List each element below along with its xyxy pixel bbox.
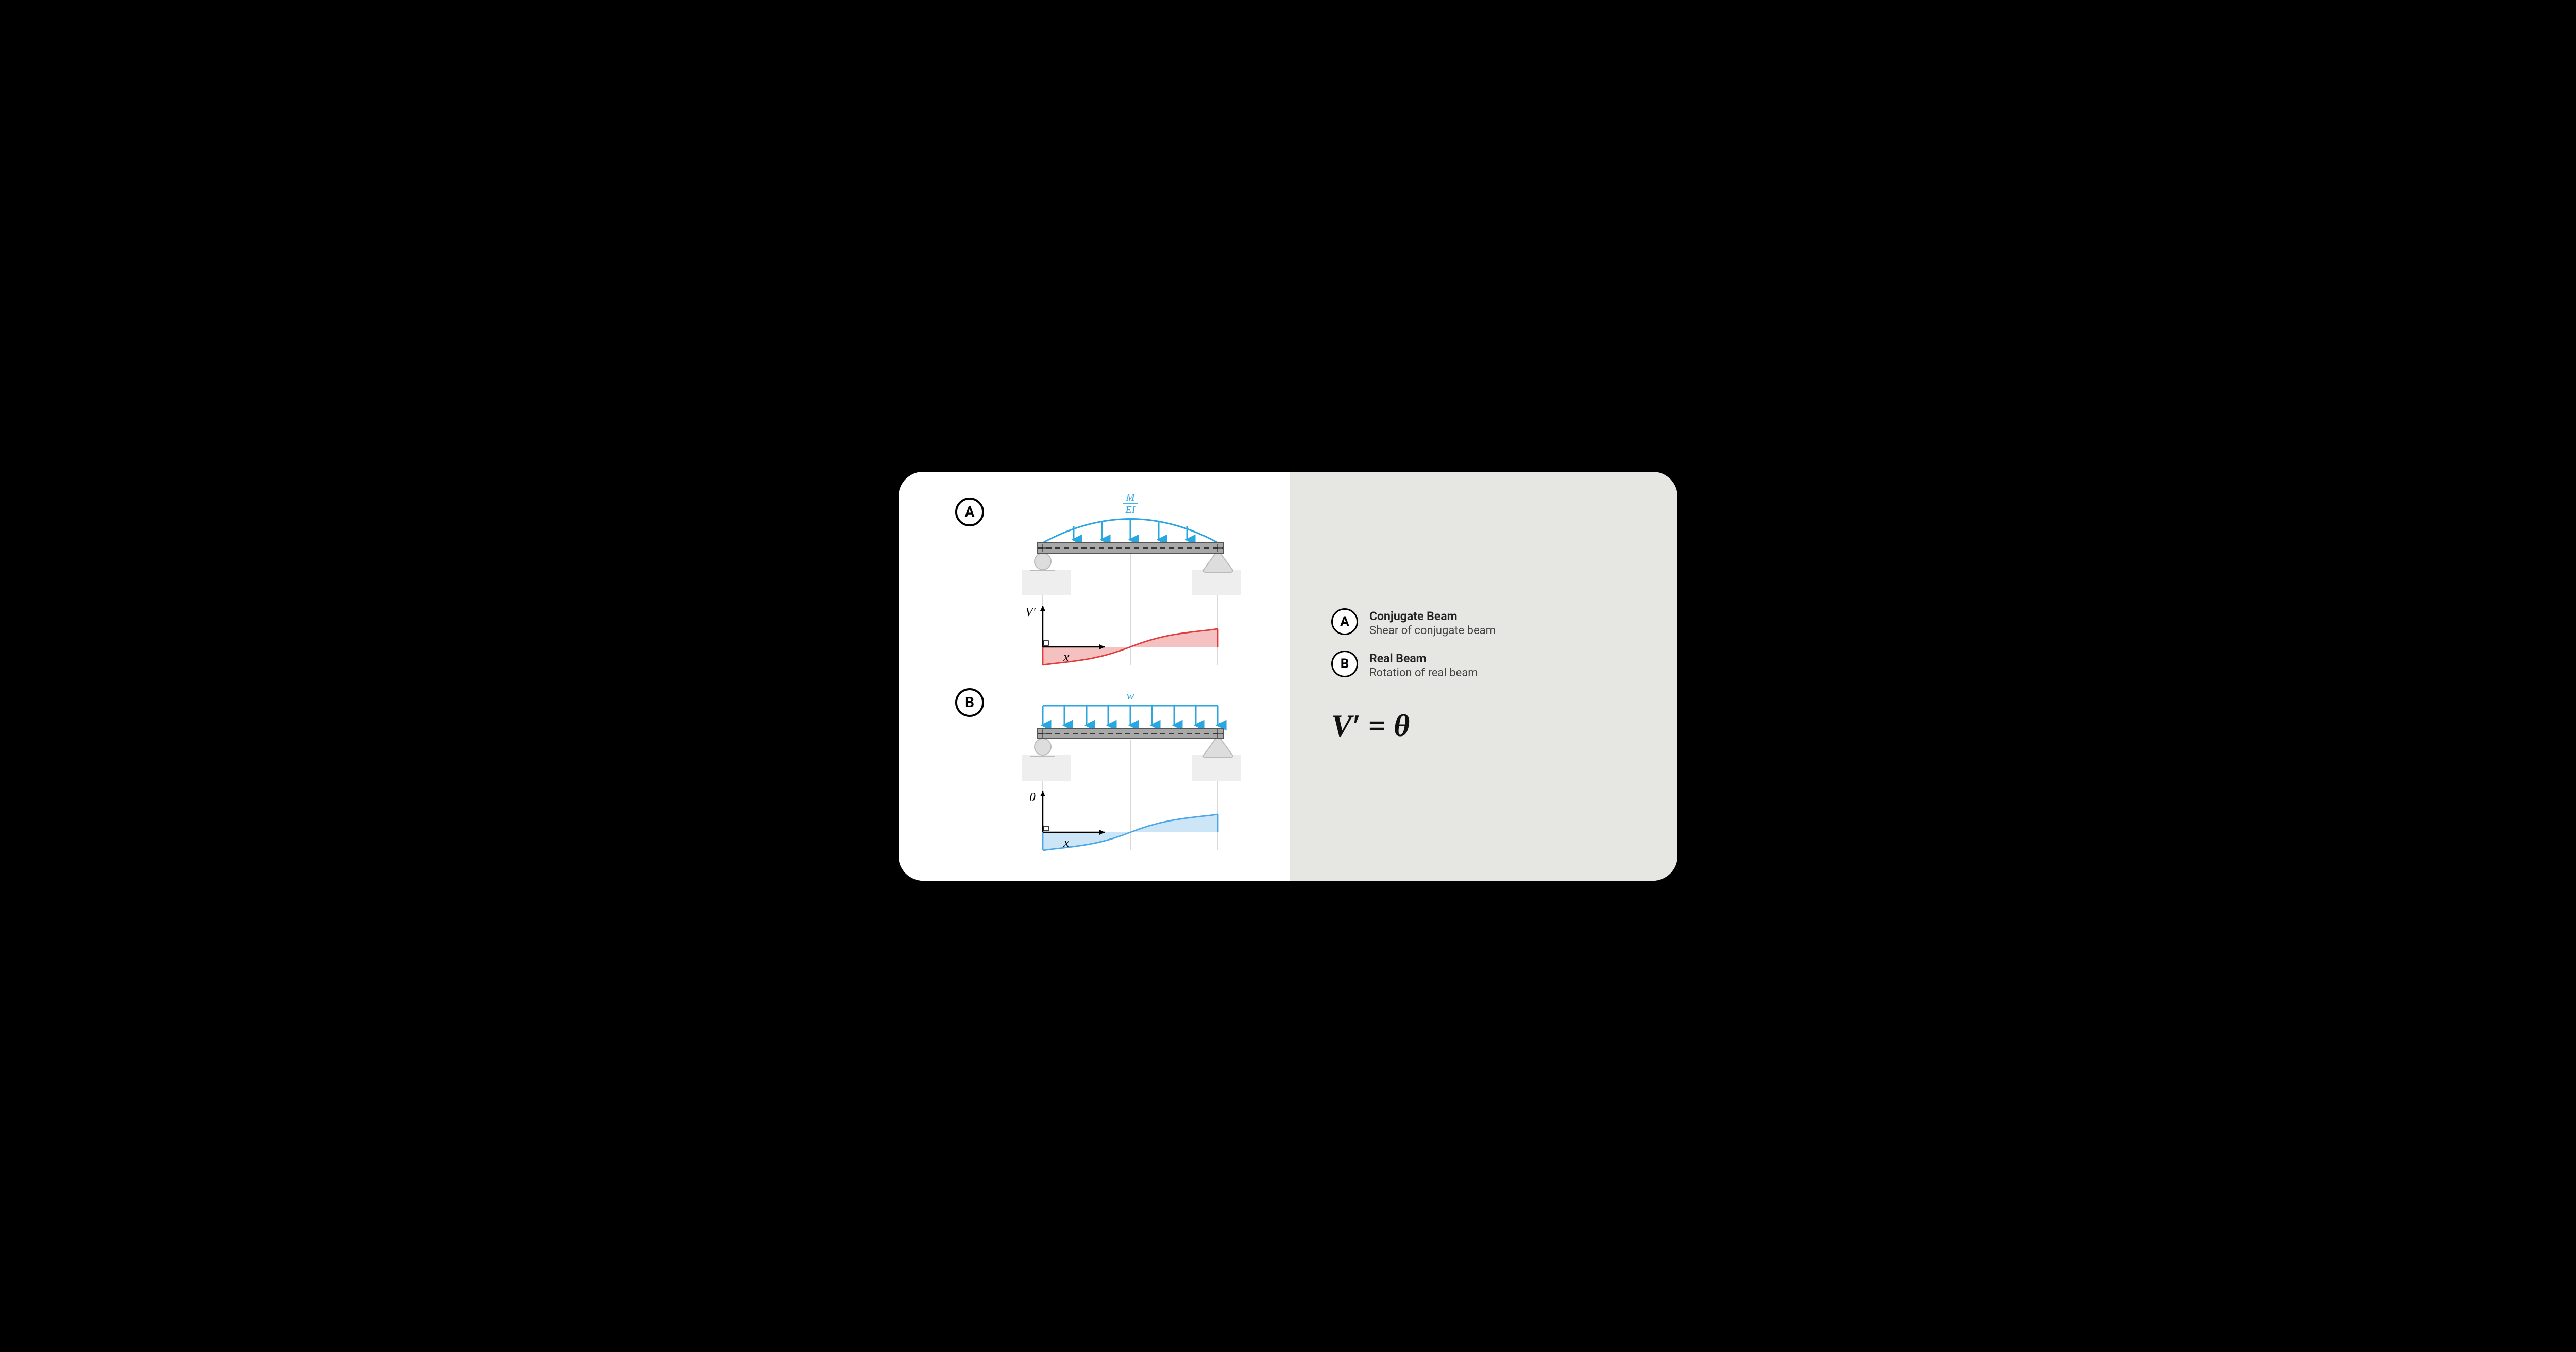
legend-b-subtitle: Rotation of real beam <box>1369 666 1478 679</box>
load-label-a: M EI <box>1123 492 1138 516</box>
panel-b: B <box>919 683 1269 863</box>
graph-b-xlabel: x <box>1063 835 1070 850</box>
graph-a-ylabel: V′ <box>1025 606 1036 619</box>
left-panel: A <box>899 472 1290 881</box>
equation-lhs: V′ <box>1331 709 1361 743</box>
legend-badge-b-label: B <box>1341 656 1349 672</box>
panel-a: A <box>919 492 1269 678</box>
load-label-b: w <box>1127 689 1134 702</box>
legend-row-b: B Real Beam Rotation of real beam <box>1331 651 1647 679</box>
load-curve-a <box>1043 519 1218 543</box>
badge-b-label: B <box>965 694 974 711</box>
legend-b-title: Real Beam <box>1369 652 1478 665</box>
roller-support-b-icon <box>1030 739 1055 756</box>
load-uniform-b <box>1043 706 1218 725</box>
card: A <box>899 472 1677 881</box>
badge-a-label: A <box>965 503 975 520</box>
legend-badge-a-icon: A <box>1331 608 1358 635</box>
legend-a-subtitle: Shear of conjugate beam <box>1369 624 1496 637</box>
legend-row-a: A Conjugate Beam Shear of conjugate beam <box>1331 608 1647 637</box>
right-panel: A Conjugate Beam Shear of conjugate beam… <box>1290 472 1677 881</box>
legend-a-title: Conjugate Beam <box>1369 609 1496 623</box>
graph-b-ylabel: θ <box>1029 791 1036 805</box>
equation: V′ = θ <box>1331 708 1647 744</box>
roller-support-icon <box>1030 553 1055 571</box>
badge-a-icon: A <box>955 498 984 526</box>
graph-a: V′ x <box>1025 606 1218 665</box>
graph-a-xlabel: x <box>1063 649 1070 664</box>
equation-rhs: θ <box>1394 709 1410 743</box>
equation-op: = <box>1368 709 1386 743</box>
badge-b-icon: B <box>955 688 984 717</box>
legend-badge-b-icon: B <box>1331 651 1358 677</box>
legend-badge-a-label: A <box>1340 614 1349 629</box>
beam-b <box>1038 728 1223 739</box>
svg-text:EI: EI <box>1125 504 1136 516</box>
graph-b: θ x <box>1029 791 1218 850</box>
beam-a <box>1038 543 1223 553</box>
svg-text:M: M <box>1126 492 1136 503</box>
